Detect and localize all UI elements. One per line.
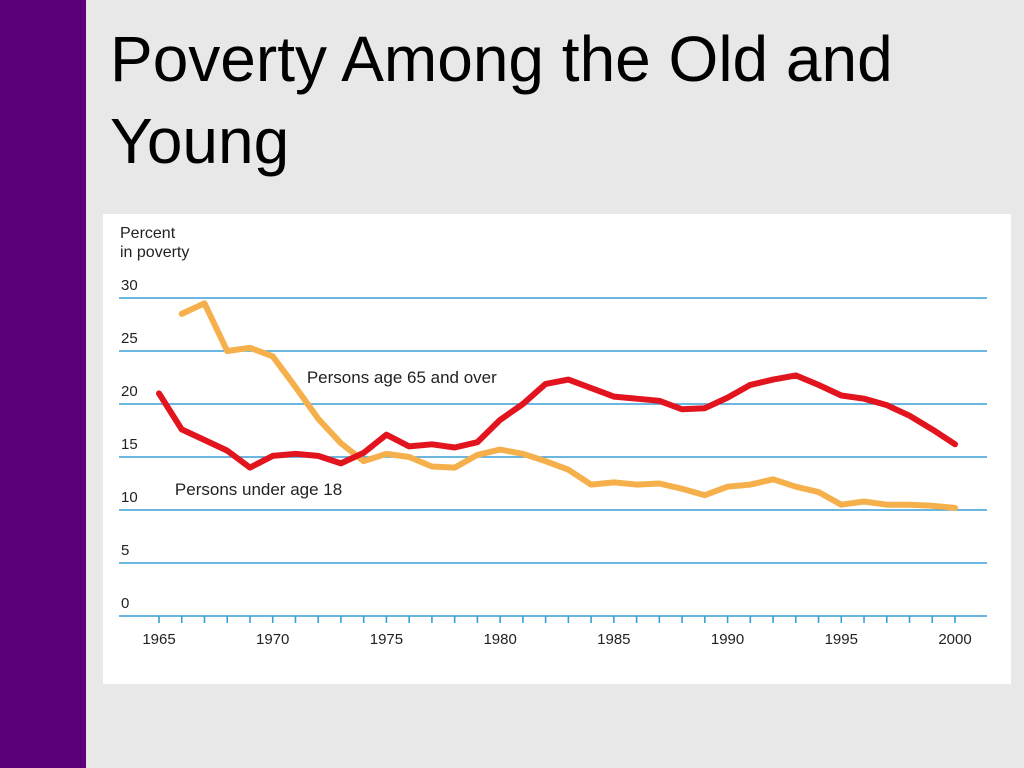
y-axis-title-line-1: Percent	[120, 225, 176, 242]
series-line-age-65-and-over	[178, 300, 958, 511]
chart-panel: 0 5 10 15 20 25 30 1965 1970 1975 1980 1985 1990 1995…	[103, 214, 1011, 684]
y-tick-label-30: 30	[121, 277, 138, 294]
x-tick-label-1980: 1980	[483, 631, 516, 648]
x-tick-label-1970: 1970	[256, 631, 289, 648]
y-axis-title-line-2: in poverty	[120, 244, 190, 261]
annotation-age-65-and-over: Persons age 65 and over	[307, 368, 497, 387]
y-tick-label-15: 15	[121, 436, 138, 453]
x-tick-label-1995: 1995	[825, 631, 858, 648]
poverty-line-chart: 0 5 10 15 20 25 30 1965 1970 1975 1980 1985 1990 1995…	[119, 277, 987, 648]
y-tick-label-10: 10	[121, 489, 138, 506]
series-line-under-18	[156, 372, 958, 471]
y-tick-label-5: 5	[121, 542, 129, 559]
x-tick-label-1975: 1975	[370, 631, 403, 648]
x-tick-label-1990: 1990	[711, 631, 744, 648]
y-tick-label-25: 25	[121, 330, 138, 347]
x-tick-label-1985: 1985	[597, 631, 630, 648]
annotation-under-18: Persons under age 18	[175, 480, 342, 499]
y-tick-label-20: 20	[121, 383, 138, 400]
y-axis-title: Percent in poverty	[120, 224, 260, 262]
y-tick-label-0: 0	[121, 595, 129, 612]
side-accent-bar	[0, 0, 86, 768]
x-tick-label-2000: 2000	[938, 631, 971, 648]
x-tick-label-1965: 1965	[142, 631, 175, 648]
slide-title: Poverty Among the Old and Young	[110, 23, 893, 177]
